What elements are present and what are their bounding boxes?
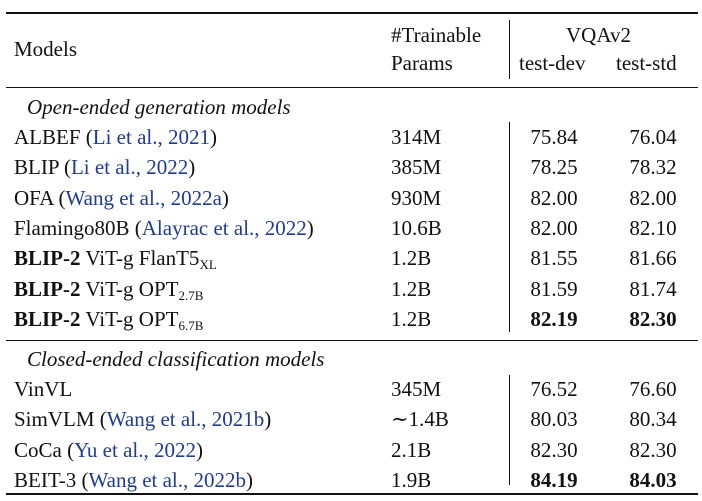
top-rule (6, 12, 698, 14)
test-std-cell: 82.30 (629, 437, 677, 462)
model-name-cell: BLIP-2 ViT-g FlanT5XL (14, 245, 217, 271)
model-variant: ViT-g OPT (85, 306, 179, 331)
model-variant: ViT-g OPT (85, 276, 179, 301)
test-std-cell: 81.66 (629, 246, 677, 271)
test-std-cell: 78.32 (629, 155, 677, 180)
test-std-cell: 84.03 (629, 467, 677, 492)
test-std-cell: 82.30 (629, 306, 677, 331)
citation-link[interactable]: Wang et al., 2022b (88, 467, 247, 492)
citation-link[interactable]: Wang et al., 2021b (106, 407, 265, 432)
header-params-line1: #Trainable (391, 23, 482, 47)
model-variant-subscript: XL (199, 257, 217, 273)
test-dev-cell: 80.03 (530, 407, 578, 432)
model-name-cell: BLIP-2 ViT-g OPT6.7B (14, 306, 203, 332)
citation-link[interactable]: Wang et al., 2022a (65, 185, 222, 210)
header-vqa: VQAv2 (566, 23, 631, 47)
model-name-cell: Flamingo80B (Alayrac et al., 2022) (14, 215, 314, 240)
params-cell: 1.2B (391, 306, 432, 331)
model-name-cell: BEIT-3 (Wang et al., 2022b) (14, 467, 254, 492)
header-vline (509, 20, 510, 79)
section-rule (6, 340, 698, 341)
params-cell: 1.9B (391, 467, 432, 492)
params-cell: 314M (391, 125, 442, 149)
model-name-cell: CoCa (Yu et al., 2022) (14, 437, 203, 462)
params-cell: 1.2B (391, 276, 432, 301)
test-std-cell: 76.04 (629, 125, 677, 149)
header-models: Models (14, 37, 77, 61)
params-cell: 1.2B (391, 246, 432, 271)
test-std-cell: 81.74 (629, 276, 677, 301)
bottom-rule (6, 493, 698, 495)
test-dev-cell: 78.25 (530, 155, 578, 180)
test-std-cell: 80.34 (629, 407, 677, 432)
section1-vline (509, 122, 510, 332)
params-cell: ∼1.4B (391, 407, 449, 432)
citation-link[interactable]: Li et al., 2022 (70, 155, 189, 180)
params-cell: 930M (391, 185, 442, 210)
test-dev-cell: 82.00 (530, 185, 578, 210)
citation-link[interactable]: Alayrac et al., 2022 (141, 215, 307, 240)
model-name: BEIT-3 (14, 467, 77, 492)
test-dev-cell: 75.84 (530, 125, 578, 149)
model-name-cell: OFA (Wang et al., 2022a) (14, 185, 229, 210)
model-name-cell: BLIP (Li et al., 2022) (14, 155, 196, 180)
params-cell: 2.1B (391, 437, 432, 462)
test-dev-cell: 82.19 (530, 306, 578, 331)
model-bold-name: BLIP-2 (14, 306, 81, 331)
header-test-dev: test-dev (519, 51, 586, 75)
citation-link[interactable]: Yu et al., 2022 (74, 437, 196, 462)
test-dev-cell: 84.19 (530, 467, 578, 492)
model-name-cell: VinVL (14, 376, 72, 402)
model-name: CoCa (14, 437, 62, 462)
model-bold-name: BLIP-2 (14, 246, 81, 271)
test-std-cell: 82.10 (629, 215, 677, 240)
params-cell: 10.6B (391, 215, 442, 240)
model-variant: ViT-g FlanT5 (85, 246, 200, 271)
header-params-line2: Params (391, 51, 453, 75)
model-name: OFA (14, 185, 54, 210)
model-name: ALBEF (14, 125, 81, 149)
test-std-cell: 82.00 (629, 185, 677, 210)
citation-link[interactable]: Li et al., 2021 (92, 125, 210, 149)
model-name: SimVLM (14, 407, 95, 432)
header-test-std: test-std (616, 51, 677, 75)
model-variant-subscript: 2.7B (178, 287, 204, 303)
model-name-cell: BLIP-2 ViT-g OPT2.7B (14, 276, 203, 302)
section2-vline (509, 375, 510, 485)
section-title: Open-ended generation models (27, 95, 291, 119)
model-name-cell: ALBEF (Li et al., 2021) (14, 125, 217, 149)
test-dev-cell: 76.52 (530, 377, 578, 401)
test-dev-cell: 81.59 (530, 276, 578, 301)
params-cell: 385M (391, 155, 442, 180)
section-title: Closed-ended classification models (27, 347, 325, 371)
model-name: VinVL (14, 377, 73, 401)
test-std-cell: 76.60 (629, 377, 677, 401)
model-name: BLIP (14, 155, 59, 180)
model-variant-subscript: 6.7B (178, 317, 204, 333)
model-name: Flamingo80B (14, 215, 130, 240)
params-cell: 345M (391, 377, 442, 401)
test-dev-cell: 82.30 (530, 437, 578, 462)
test-dev-cell: 82.00 (530, 215, 578, 240)
header-rule (6, 87, 698, 88)
model-name-cell: SimVLM (Wang et al., 2021b) (14, 407, 272, 432)
test-dev-cell: 81.55 (530, 246, 578, 271)
model-bold-name: BLIP-2 (14, 276, 81, 301)
